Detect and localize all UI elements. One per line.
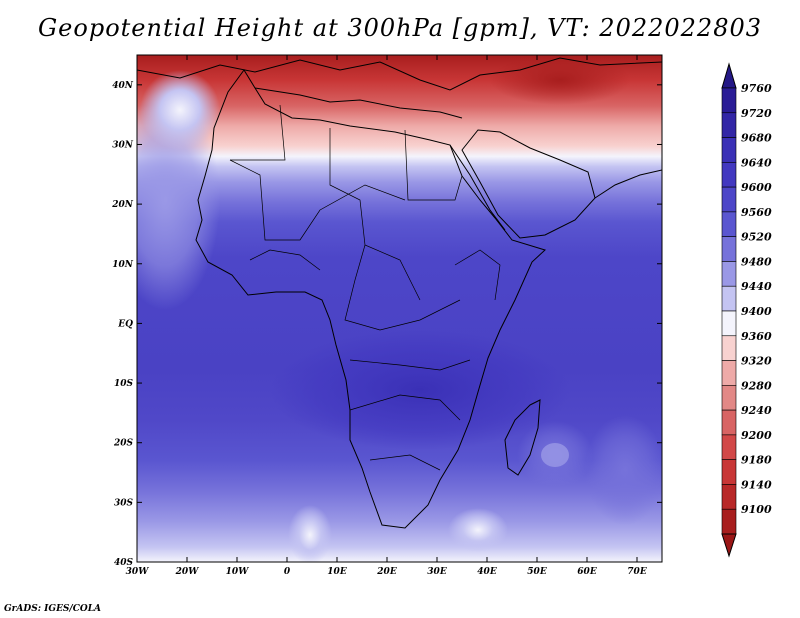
border-line bbox=[369, 454, 441, 471]
lat-tick-label: EQ bbox=[117, 319, 133, 329]
lat-tick-label: 10N bbox=[112, 260, 134, 270]
europe-coastline bbox=[137, 57, 662, 91]
madagascar-coastline bbox=[504, 399, 541, 476]
colorbar-swatch bbox=[721, 211, 737, 237]
lon-tick-label: 0 bbox=[284, 567, 291, 577]
height-field bbox=[137, 55, 662, 562]
lat-tick-label: 20S bbox=[113, 439, 134, 449]
colorbar-swatch bbox=[721, 459, 737, 485]
border-line bbox=[230, 104, 286, 161]
axis-ticks bbox=[136, 55, 662, 563]
latitude-band-fill bbox=[137, 55, 662, 562]
colorbar-swatch bbox=[721, 508, 737, 535]
colorbar-label: 9240 bbox=[741, 404, 772, 417]
border-line bbox=[344, 244, 461, 331]
colorbar-label: 9360 bbox=[741, 330, 772, 343]
colorbar-swatch bbox=[721, 335, 737, 361]
colorbar-swatch bbox=[721, 261, 737, 287]
south-cutoff-low bbox=[448, 508, 508, 552]
colorbar-swatch bbox=[721, 112, 737, 138]
border-line bbox=[404, 129, 463, 201]
colorbar-label: 9560 bbox=[741, 206, 772, 219]
lon-tick-label: 10W bbox=[226, 567, 250, 577]
colorbar: 9760 9720 9680 9640 9600 9560 9520 9480 9440 9400… bbox=[721, 62, 772, 558]
lat-tick-label: 40S bbox=[114, 558, 134, 568]
madagascar-cell-core bbox=[541, 443, 569, 467]
colorbar-label: 9320 bbox=[741, 355, 772, 368]
lon-tick-label: 40E bbox=[477, 567, 497, 577]
colorbar-label: 9200 bbox=[741, 429, 772, 442]
colorbar-label: 9600 bbox=[741, 181, 772, 194]
lat-tick-label: 20N bbox=[111, 200, 134, 210]
chart-title: Geopotential Height at 300hPa [gpm], VT:… bbox=[38, 14, 762, 42]
colorbar-top-arrow bbox=[721, 62, 737, 89]
west-atlantic-ridge-core bbox=[140, 70, 220, 150]
lat-tick-label: 40N bbox=[112, 81, 134, 91]
red-sea-west bbox=[449, 144, 506, 231]
southeast-trough bbox=[585, 415, 662, 525]
colorbar-label: 9140 bbox=[741, 478, 772, 491]
country-borders bbox=[229, 104, 501, 471]
colorbar-swatch bbox=[721, 434, 737, 460]
colorbar-label: 9400 bbox=[741, 305, 772, 318]
lon-tick-label: 60E bbox=[577, 567, 597, 577]
border-line bbox=[329, 128, 421, 301]
colorbar-swatch bbox=[721, 385, 737, 411]
lat-tick-label: 30S bbox=[114, 498, 134, 508]
colorbar-swatch bbox=[721, 484, 737, 510]
lon-tick-label: 70E bbox=[627, 567, 647, 577]
coastlines bbox=[137, 57, 662, 529]
lat-tick-label: 10S bbox=[114, 379, 134, 389]
africa-coastline bbox=[195, 69, 546, 529]
colorbar-label: 9180 bbox=[741, 454, 772, 467]
lon-tick-label: 20E bbox=[376, 567, 397, 577]
colorbar-swatch bbox=[721, 162, 737, 188]
grads-credit: GrADS: IGES/COLA bbox=[4, 604, 102, 614]
southwest-low bbox=[288, 505, 332, 562]
persian-coast bbox=[594, 169, 662, 199]
border-line bbox=[229, 159, 406, 241]
colorbar-swatch bbox=[721, 87, 737, 114]
colorbar-label: 9280 bbox=[741, 379, 772, 392]
colorbar-label: 9760 bbox=[741, 82, 772, 95]
colorbar-label: 9100 bbox=[741, 503, 772, 516]
colorbar-label: 9520 bbox=[741, 231, 772, 244]
border-line bbox=[349, 394, 461, 421]
central-high bbox=[270, 330, 570, 450]
lon-tick-label: 30E bbox=[427, 567, 447, 577]
colorbar-swatch bbox=[721, 285, 737, 312]
colorbar-swatch bbox=[721, 409, 737, 436]
colorbar-swatch bbox=[721, 236, 737, 262]
lon-tick-label: 50E bbox=[527, 567, 547, 577]
colorbar-swatch bbox=[721, 310, 737, 337]
border-line bbox=[454, 249, 501, 301]
border-line bbox=[349, 359, 471, 371]
border-line bbox=[249, 249, 321, 271]
colorbar-bottom-arrow bbox=[721, 533, 737, 558]
east-med-trough bbox=[490, 55, 630, 105]
lon-tick-label: 30W bbox=[126, 567, 150, 577]
colorbar-label: 9480 bbox=[741, 255, 772, 268]
lon-tick-label: 20W bbox=[175, 567, 200, 577]
lon-tick-label: 10E bbox=[327, 567, 347, 577]
lat-tick-label: 30N bbox=[112, 140, 134, 150]
colorbar-label: 9680 bbox=[741, 132, 772, 145]
colorbar-label: 9640 bbox=[741, 156, 772, 169]
colorbar-swatch bbox=[721, 137, 737, 163]
axis-labels: 30W 20W 10W 0 10E 20E 30E 40E 50E 60E 70E 40N 30N 20N… bbox=[111, 81, 647, 577]
colorbar-swatch bbox=[721, 360, 737, 386]
colorbar-swatch bbox=[721, 186, 737, 213]
mediterranean-south-coast bbox=[254, 87, 463, 119]
colorbar-label: 9440 bbox=[741, 280, 772, 293]
colorbar-label: 9720 bbox=[741, 107, 772, 120]
plot-frame bbox=[136, 54, 663, 563]
